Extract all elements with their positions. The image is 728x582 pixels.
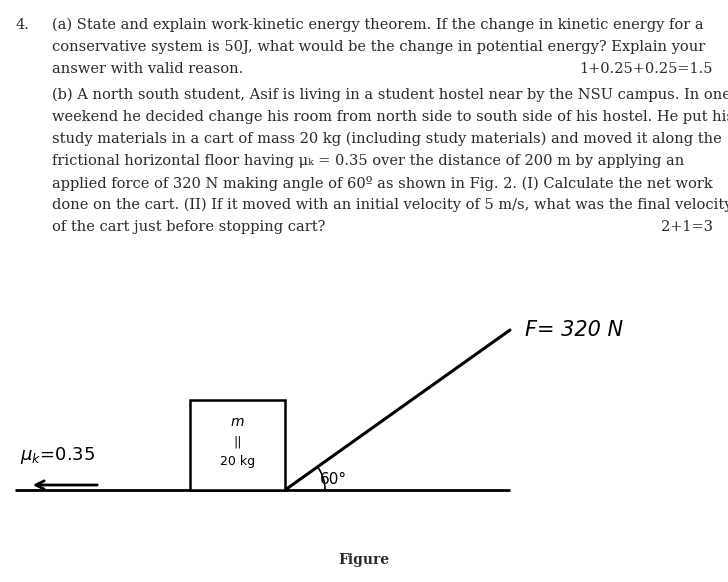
Bar xyxy=(190,400,285,490)
Text: 1+0.25+0.25=1.5: 1+0.25+0.25=1.5 xyxy=(579,62,713,76)
Text: m: m xyxy=(231,415,245,429)
Text: 2+1=3: 2+1=3 xyxy=(661,220,713,234)
Text: F= 320 N: F= 320 N xyxy=(525,320,623,340)
Text: conservative system is 50J, what would be the change in potential energy? Explai: conservative system is 50J, what would b… xyxy=(52,40,705,54)
Text: 4.: 4. xyxy=(15,18,29,32)
Text: weekend he decided change his room from north side to south side of his hostel. : weekend he decided change his room from … xyxy=(52,110,728,124)
Text: applied force of 320 N making angle of 60º as shown in Fig. 2. (I) Calculate the: applied force of 320 N making angle of 6… xyxy=(52,176,713,191)
Text: (a) State and explain work-kinetic energy theorem. If the change in kinetic ener: (a) State and explain work-kinetic energ… xyxy=(52,18,704,33)
Text: $\mathit{\mu_k}$=0.35: $\mathit{\mu_k}$=0.35 xyxy=(20,445,95,466)
Text: 60°: 60° xyxy=(320,473,347,488)
Text: (b) A north south student, Asif is living in a student hostel near by the NSU ca: (b) A north south student, Asif is livin… xyxy=(52,88,728,102)
Text: frictional horizontal floor having μₖ = 0.35 over the distance of 200 m by apply: frictional horizontal floor having μₖ = … xyxy=(52,154,684,168)
Text: ||: || xyxy=(233,435,242,448)
Text: done on the cart. (II) If it moved with an initial velocity of 5 m/s, what was t: done on the cart. (II) If it moved with … xyxy=(52,198,728,212)
Text: of the cart just before stopping cart?: of the cart just before stopping cart? xyxy=(52,220,325,234)
Text: answer with valid reason.: answer with valid reason. xyxy=(52,62,243,76)
Text: Figure: Figure xyxy=(339,553,389,567)
Text: 20 kg: 20 kg xyxy=(220,455,255,468)
Text: study materials in a cart of mass 20 kg (including study materials) and moved it: study materials in a cart of mass 20 kg … xyxy=(52,132,721,147)
